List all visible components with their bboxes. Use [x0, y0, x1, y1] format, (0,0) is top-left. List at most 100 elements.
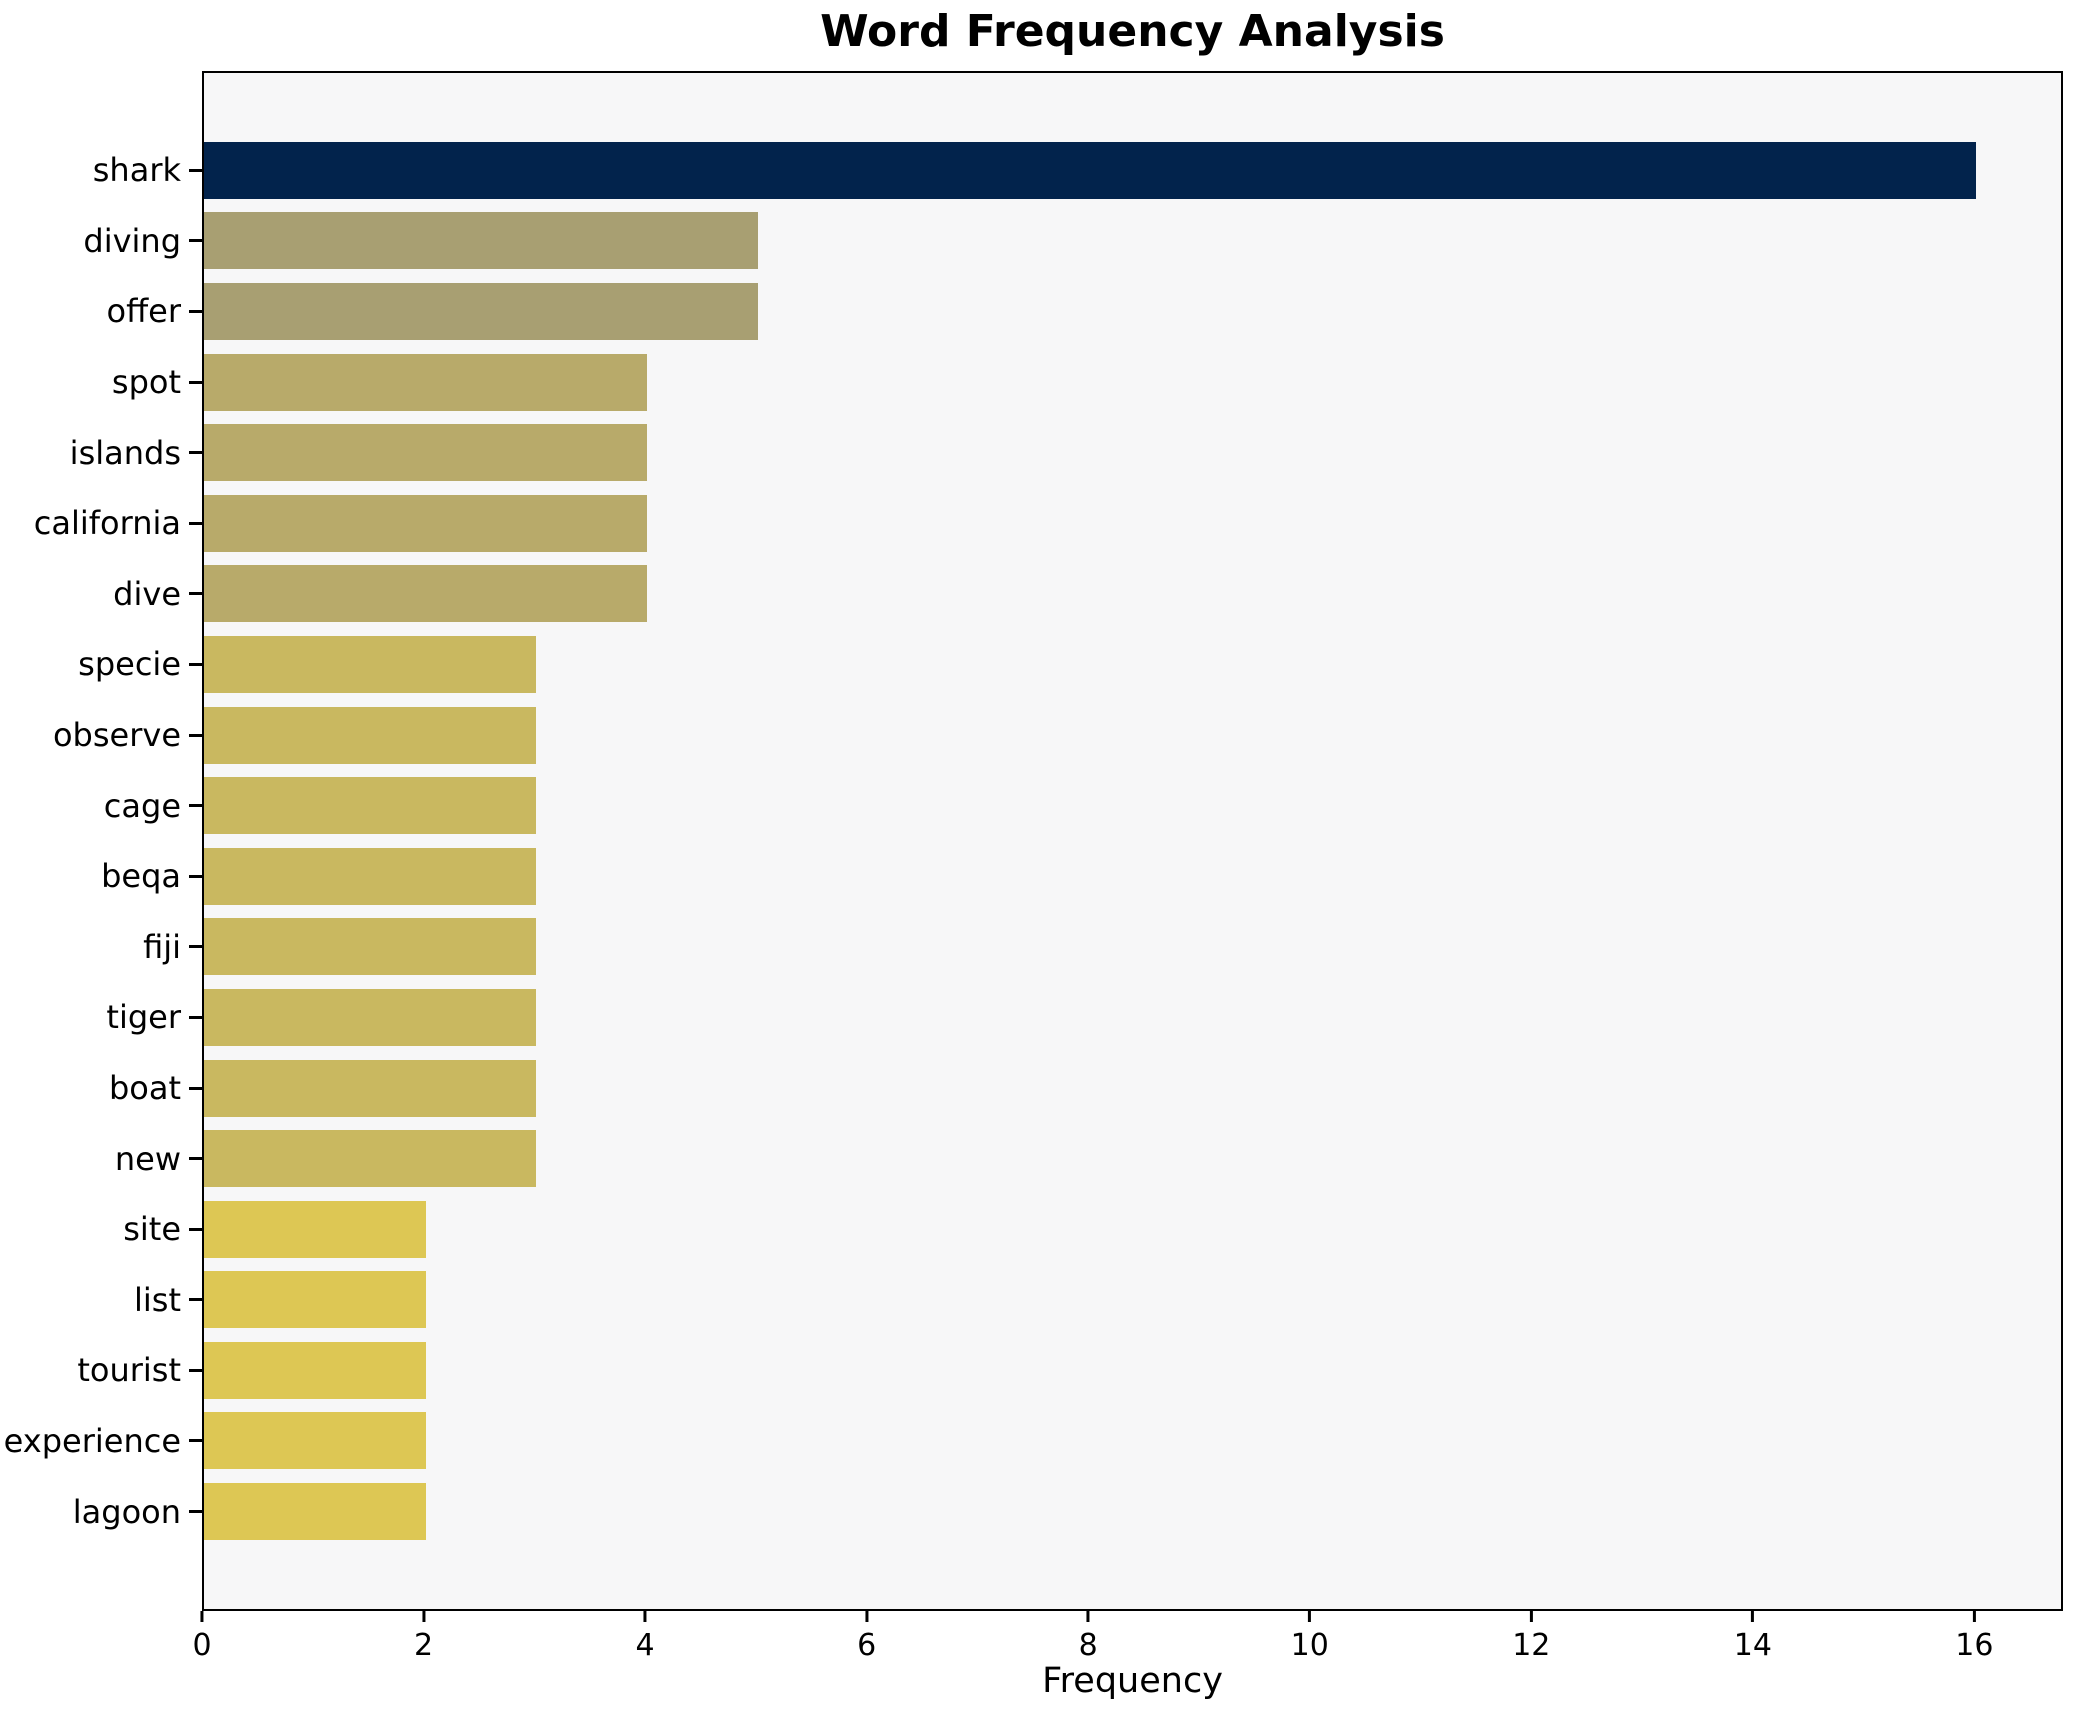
bar-track	[202, 700, 2063, 771]
y-tick-label: boat	[108, 1069, 181, 1108]
bar-track	[202, 1476, 2063, 1547]
y-tick-label: shark	[92, 151, 181, 190]
bar-tourist	[204, 1341, 426, 1399]
y-tick-label: lagoon	[72, 1492, 181, 1531]
y-tick-label: diving	[83, 221, 181, 260]
bar-track	[202, 1406, 2063, 1477]
bar-list	[204, 1271, 426, 1329]
bar-row: list	[0, 1265, 2063, 1336]
y-tick-label: california	[33, 504, 181, 543]
y-tick-label: list	[134, 1280, 181, 1319]
y-tick-mark	[189, 1298, 202, 1302]
y-tick-mark	[189, 1086, 202, 1090]
y-tick-label: beqa	[101, 857, 181, 896]
bar-row: cage	[0, 770, 2063, 841]
bar-site	[204, 1200, 426, 1258]
bar-row: spot	[0, 347, 2063, 418]
x-tick: 8	[1079, 1611, 1098, 1661]
x-tick-label: 4	[635, 1628, 655, 1663]
bar-tiger	[204, 988, 537, 1046]
bar-row: boat	[0, 1053, 2063, 1124]
bars-container: shark diving offer spot islands california div…	[0, 71, 2063, 1611]
bar-row: islands	[0, 417, 2063, 488]
y-tick-mark	[189, 1157, 202, 1161]
x-tick: 6	[857, 1611, 876, 1661]
bar-track	[202, 1053, 2063, 1124]
x-tick-mark	[1529, 1611, 1533, 1622]
y-tick-label: cage	[103, 786, 181, 825]
x-tick: 0	[192, 1611, 212, 1663]
bar-beqa	[204, 847, 537, 905]
bar-track	[202, 135, 2063, 206]
y-tick-label: dive	[113, 574, 181, 613]
x-tick-mark	[200, 1611, 204, 1622]
x-tick-mark	[643, 1611, 647, 1622]
bar-track	[202, 1335, 2063, 1406]
bar-track	[202, 488, 2063, 559]
bar-row: dive	[0, 559, 2063, 630]
x-tick-label: 12	[1512, 1628, 1551, 1663]
x-tick-label: 8	[1078, 1628, 1098, 1663]
bar-shark	[204, 141, 1977, 199]
y-tick-mark	[189, 874, 202, 878]
chart-title: Word Frequency Analysis	[820, 6, 1445, 57]
bar-row: site	[0, 1194, 2063, 1265]
bar-row: lagoon	[0, 1476, 2063, 1547]
y-tick-label: observe	[52, 716, 181, 755]
x-axis-label: Frequency	[1042, 1661, 1223, 1701]
x-axis: 0 2 4 6 8 10 12 14 16	[192, 1611, 2063, 1671]
bar-fiji	[204, 918, 537, 976]
bar-track	[202, 629, 2063, 700]
x-tick-mark	[422, 1611, 426, 1622]
x-tick-label: 0	[192, 1628, 212, 1663]
x-tick-label: 10	[1290, 1628, 1329, 1663]
bar-track	[202, 206, 2063, 277]
bar-cage	[204, 777, 537, 835]
y-tick-label: offer	[106, 292, 181, 331]
y-tick-mark	[189, 804, 202, 808]
y-tick-mark	[189, 1368, 202, 1372]
y-tick-label: site	[123, 1210, 181, 1249]
y-tick-label: specie	[78, 645, 181, 684]
bar-track	[202, 1265, 2063, 1336]
x-tick: 12	[1512, 1611, 1550, 1661]
bar-row: tourist	[0, 1335, 2063, 1406]
bar-row: offer	[0, 276, 2063, 347]
bar-row: diving	[0, 206, 2063, 277]
x-tick-mark	[1086, 1611, 1090, 1622]
bar-track	[202, 982, 2063, 1053]
bar-row: beqa	[0, 841, 2063, 912]
x-tick: 14	[1734, 1611, 1772, 1661]
y-tick-mark	[189, 309, 202, 313]
bar-row: fiji	[0, 912, 2063, 983]
bar-track	[202, 1194, 2063, 1265]
x-tick-label: 16	[1955, 1628, 1994, 1663]
x-tick: 16	[1955, 1611, 1993, 1661]
y-tick-mark	[189, 1510, 202, 1514]
bar-new	[204, 1130, 537, 1188]
y-tick-mark	[189, 168, 202, 172]
bar-islands	[204, 424, 648, 482]
bar-row: shark	[0, 135, 2063, 206]
bar-row: experience	[0, 1406, 2063, 1477]
x-tick-label: 2	[414, 1628, 434, 1663]
bar-track	[202, 912, 2063, 983]
y-tick-label: islands	[69, 433, 181, 472]
y-tick-mark	[189, 733, 202, 737]
bar-boat	[204, 1059, 537, 1117]
y-tick-label: experience	[3, 1421, 181, 1460]
y-tick-mark	[189, 592, 202, 596]
bar-track	[202, 559, 2063, 630]
y-tick-mark	[189, 1439, 202, 1443]
bar-track	[202, 1123, 2063, 1194]
bar-observe	[204, 706, 537, 764]
y-tick-label: tiger	[106, 998, 181, 1037]
y-tick-mark	[189, 451, 202, 455]
y-tick-mark	[189, 662, 202, 666]
x-tick-label: 14	[1733, 1628, 1772, 1663]
bar-specie	[204, 635, 537, 693]
y-tick-mark	[189, 380, 202, 384]
bar-track	[202, 770, 2063, 841]
y-tick-label: new	[114, 1139, 181, 1178]
